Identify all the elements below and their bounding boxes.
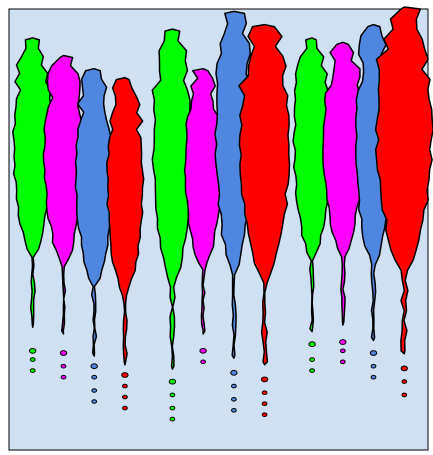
outlier-point [122, 405, 128, 411]
outlier-point [339, 359, 346, 365]
outlier-point [121, 372, 129, 378]
outlier-point [29, 368, 36, 373]
outlier-point [370, 374, 377, 380]
outlier-point [59, 350, 68, 356]
outlier-point [169, 405, 176, 411]
outlier-point [261, 412, 268, 418]
outlier-point [231, 408, 237, 413]
outlier-point [231, 383, 237, 389]
outlier-point [169, 392, 176, 398]
violin-g3-v4 [374, 6, 433, 355]
outlier-point [339, 348, 346, 354]
outlier-point [122, 383, 128, 389]
outlier-point [60, 363, 67, 369]
outlier-point [260, 376, 269, 383]
outlier-point [91, 399, 98, 404]
outlier-point [401, 379, 408, 384]
outlier-point [370, 363, 377, 369]
outlier-point [339, 339, 347, 345]
outlier-point [60, 374, 67, 380]
outlier-point [200, 359, 207, 365]
outlier-point [90, 363, 98, 370]
outlier-point [29, 347, 37, 354]
violin-g2-v4 [238, 23, 291, 366]
outlier-point [308, 341, 316, 348]
violin-g1-v4 [106, 76, 145, 366]
outlier-point [309, 357, 316, 362]
outlier-point [261, 390, 268, 396]
outlier-point [169, 416, 176, 422]
outlier-point [168, 378, 177, 385]
outlier-point [261, 401, 268, 407]
outlier-point [309, 368, 316, 373]
outlier-point [122, 394, 128, 400]
outlier-point [91, 374, 98, 380]
outlier-point [401, 392, 408, 398]
outlier-point [369, 350, 378, 356]
outlier-point [29, 357, 36, 362]
outlier-point [230, 369, 238, 376]
outlier-point [400, 365, 408, 372]
outlier-point [199, 347, 207, 354]
outlier-point [91, 388, 98, 393]
outlier-point [231, 397, 237, 402]
